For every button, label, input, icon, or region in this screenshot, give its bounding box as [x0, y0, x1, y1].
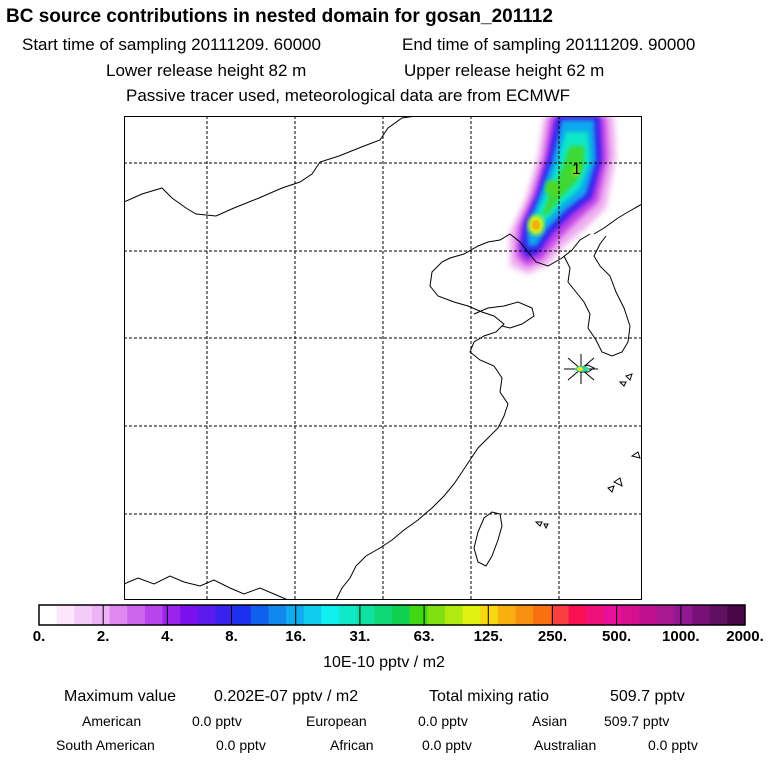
region-name: European — [306, 713, 367, 729]
plot-title: BC source contributions in nested domain… — [6, 6, 553, 27]
colorbar-segment — [374, 605, 393, 625]
colorbar-unit: 10E-10 pptv / m2 — [323, 654, 445, 671]
lat-lon-grid — [124, 116, 642, 600]
colorbar-tick-label: 4. — [161, 628, 174, 645]
colorbar-tick-label: 0. — [32, 628, 46, 645]
colorbar-segment — [586, 605, 605, 625]
plume-field: 1 — [509, 116, 616, 274]
total-mixing-value: 509.7 pptv — [610, 688, 685, 705]
colorbar-tick-label: 1000. — [662, 628, 700, 645]
end-time-label: End time of sampling 20111209. 90000 — [402, 35, 696, 54]
colorbar-segment — [127, 605, 146, 625]
upper-release-height: Upper release height 62 m — [404, 61, 605, 80]
colorbar-segment — [727, 605, 746, 625]
colorbar-segment — [250, 605, 269, 625]
colorbar-tick-label: 500. — [602, 628, 632, 645]
colorbar-segment — [339, 605, 357, 625]
colorbar-frame — [38, 604, 746, 626]
colorbar-segment — [392, 605, 410, 625]
colorbar-segment — [356, 605, 375, 625]
region-value: 0.0 pptv — [422, 737, 472, 753]
region-name: Asian — [532, 713, 568, 729]
coastlines — [124, 116, 642, 600]
colorbar-segment — [321, 605, 340, 625]
colorbar-segment — [603, 605, 622, 625]
colorbar-segment — [444, 605, 463, 625]
colorbar-segment — [286, 605, 305, 625]
max-value-label: Maximum value — [64, 688, 177, 705]
region-value: 509.7 pptv — [604, 713, 670, 729]
colorbar-segment — [74, 605, 93, 625]
colorbar-segment — [109, 605, 128, 625]
colorbar-segment — [497, 605, 516, 625]
lower-release-height: Lower release height 82 m — [106, 61, 307, 80]
colorbar-tick-label: 16. — [285, 628, 307, 645]
region-name: Australian — [534, 737, 597, 753]
colorbar-segment — [91, 605, 110, 625]
plume-marker-label: 1 — [572, 161, 581, 178]
region-value: 0.0 pptv — [192, 713, 242, 729]
colorbar-segment — [180, 605, 199, 625]
map-frame — [124, 116, 642, 600]
colorbar-segment — [709, 605, 728, 625]
colorbar-segment — [550, 605, 569, 625]
tracer-note: Passive tracer used, meteorological data… — [126, 86, 571, 105]
colorbar — [38, 604, 746, 626]
colorbar-tick-label: 2000. — [726, 628, 764, 645]
colorbar-segment — [56, 605, 75, 625]
max-value: 0.202E-07 pptv / m2 — [214, 688, 359, 705]
colorbar-tick-label: 63. — [413, 628, 435, 645]
colorbar-tick-label: 31. — [349, 628, 371, 645]
region-value: 0.0 pptv — [648, 737, 698, 753]
colorbar-segment — [656, 605, 675, 625]
colorbar-segment — [144, 605, 163, 625]
colorbar-segment — [303, 605, 322, 625]
colorbar-segment — [427, 605, 446, 625]
colorbar-segment — [39, 605, 57, 625]
colorbar-segment — [515, 605, 534, 625]
colorbar-segment — [639, 605, 658, 625]
colorbar-segment — [462, 605, 481, 625]
colorbar-segment — [409, 605, 428, 625]
colorbar-segment — [692, 605, 710, 625]
map-panel: 1 — [124, 116, 642, 600]
colorbar-segment — [621, 605, 640, 625]
colorbar-tick-label: 250. — [537, 628, 568, 645]
region-name: South American — [56, 737, 155, 753]
receptor-marker — [564, 354, 598, 384]
total-mixing-label: Total mixing ratio — [429, 688, 550, 705]
colorbar-tick-label: 8. — [225, 628, 238, 645]
colorbar-segment — [215, 605, 234, 625]
colorbar-tick-label: 125. — [473, 628, 503, 645]
colorbar-segment — [162, 605, 181, 625]
colorbar-segment — [197, 605, 216, 625]
region-value: 0.0 pptv — [418, 713, 468, 729]
colorbar-segment — [533, 605, 552, 625]
colorbar-segment — [674, 605, 693, 625]
region-value: 0.0 pptv — [216, 737, 266, 753]
colorbar-segment — [568, 605, 587, 625]
colorbar-segment — [480, 605, 499, 625]
region-name: African — [330, 737, 374, 753]
colorbar-tick-label: 2. — [96, 628, 110, 645]
start-time-label: Start time of sampling 20111209. 60000 — [22, 35, 321, 54]
colorbar-segment — [233, 605, 252, 625]
region-name: American — [82, 713, 142, 729]
colorbar-segment — [268, 605, 287, 625]
